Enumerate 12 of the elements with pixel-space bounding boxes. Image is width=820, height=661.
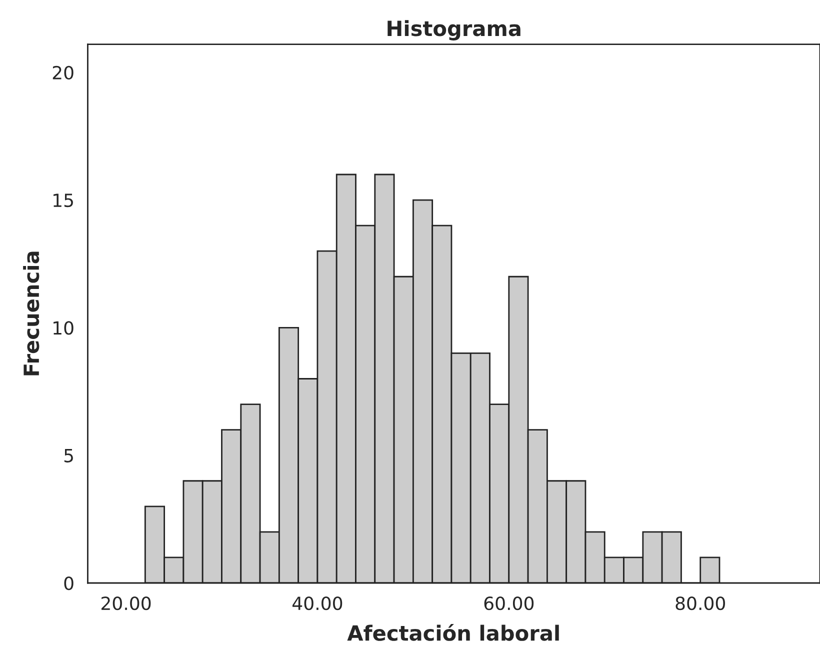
- y-tick-label: 5: [64, 449, 73, 462]
- y-axis-title: Frecuencia: [23, 252, 40, 376]
- x-tick-label: 80.00: [676, 596, 725, 610]
- x-axis-title: Afectación laboral: [347, 624, 559, 641]
- x-tick-label: 40.00: [292, 596, 342, 610]
- y-tick-label: 20: [52, 66, 74, 80]
- y-tick-label: 10: [54, 321, 74, 335]
- y-tick-label: 15: [54, 194, 73, 208]
- y-tick-label: 0: [64, 576, 74, 590]
- x-tick-label: 60.00: [484, 596, 534, 610]
- x-tick-label: 20.00: [102, 596, 151, 610]
- chart-title: Histograma: [388, 20, 520, 40]
